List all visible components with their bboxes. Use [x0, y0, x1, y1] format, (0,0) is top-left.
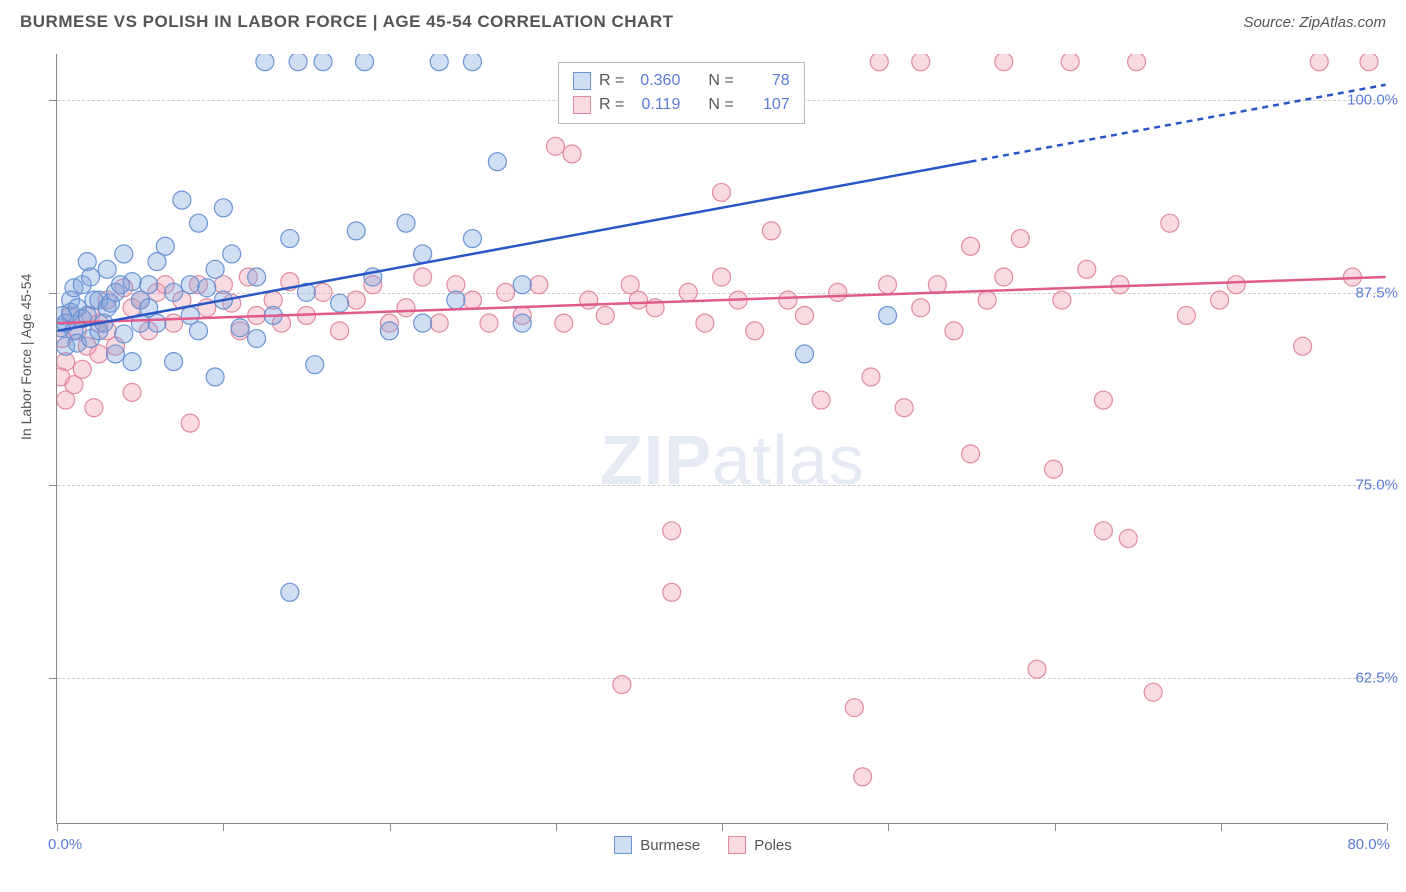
legend-item-poles: Poles: [728, 836, 792, 854]
legend-item-burmese: Burmese: [614, 836, 700, 854]
stats-legend-box: R = 0.360 N = 78 R = 0.119 N = 107: [558, 62, 805, 124]
swatch-burmese: [573, 72, 591, 90]
bottom-legend: Burmese Poles: [0, 836, 1406, 854]
stat-label-n2: N =: [708, 93, 733, 117]
swatch-poles: [573, 96, 591, 114]
stats-row-poles: R = 0.119 N = 107: [573, 93, 790, 117]
stat-poles-n: 107: [742, 93, 790, 117]
legend-label-poles: Poles: [754, 837, 792, 854]
stat-label-r: R =: [599, 69, 624, 93]
stat-burmese-n: 78: [742, 69, 790, 93]
chart-plot-area: [56, 54, 1386, 824]
stat-poles-r: 0.119: [632, 93, 680, 117]
legend-swatch-poles: [728, 836, 746, 854]
stat-burmese-r: 0.360: [632, 69, 680, 93]
legend-swatch-burmese: [614, 836, 632, 854]
scatter-svg: [57, 54, 1386, 823]
stat-label-r2: R =: [599, 93, 624, 117]
stat-label-n: N =: [708, 69, 733, 93]
chart-title: BURMESE VS POLISH IN LABOR FORCE | AGE 4…: [20, 12, 673, 32]
legend-label-burmese: Burmese: [640, 837, 700, 854]
stats-row-burmese: R = 0.360 N = 78: [573, 69, 790, 93]
source-attribution: Source: ZipAtlas.com: [1243, 14, 1386, 31]
y-axis-label: In Labor Force | Age 45-54: [18, 274, 34, 440]
